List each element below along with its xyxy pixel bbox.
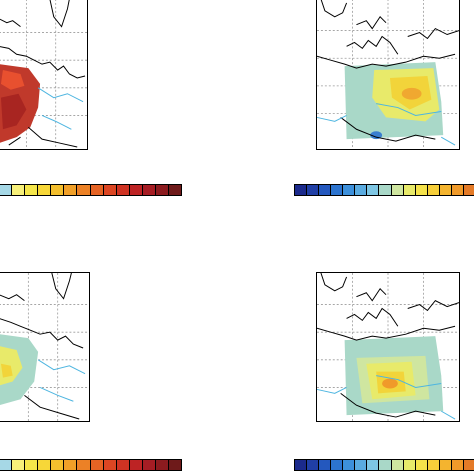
colorbar-swatch [295, 460, 308, 470]
rivers [37, 359, 86, 402]
colorbar-swatch [415, 460, 428, 470]
colorbar-swatch [451, 460, 464, 470]
colorbar-swatch [12, 460, 26, 470]
coastline [317, 273, 459, 418]
colorbar-swatch [391, 460, 404, 470]
rivers [37, 87, 84, 130]
colorbar-swatch [90, 460, 104, 470]
field-hotspot [382, 378, 398, 389]
colorbar-swatch [12, 185, 26, 195]
colorbar-swatch [116, 460, 130, 470]
map-panel-top-right [316, 0, 460, 150]
map-svg-top-left [0, 0, 87, 149]
colorbar-swatch [77, 185, 91, 195]
map-panel-top-left [0, 0, 88, 150]
coastline [317, 0, 459, 142]
colorbar-swatch [77, 460, 91, 470]
colorbar-swatch [427, 185, 440, 195]
colorbar-bottom-right [294, 459, 474, 471]
colorbar-swatch [331, 185, 344, 195]
colorbar-swatch [142, 460, 156, 470]
colorbar-swatch [38, 460, 52, 470]
colorbar-swatch [90, 185, 104, 195]
gridlines [0, 273, 89, 421]
coastline [0, 273, 84, 420]
field-coldspot [370, 131, 383, 140]
colorbar-swatch [64, 185, 78, 195]
rivers [317, 375, 456, 420]
colorbar-swatch [51, 185, 65, 195]
colorbar-swatch [379, 460, 392, 470]
colorbar-swatch [415, 185, 428, 195]
colorbar-swatch [343, 185, 356, 195]
map-svg-bottom-right [317, 273, 459, 421]
colorbar-swatch [0, 185, 13, 195]
colorbar-swatch [451, 185, 464, 195]
colorbar-swatch [169, 185, 182, 195]
colorbar-swatch [155, 185, 170, 195]
rivers [317, 103, 456, 146]
field-hotspot [401, 87, 422, 100]
colorbar-bottom-left [0, 459, 182, 471]
colorbar-swatch [25, 460, 39, 470]
colorbar-swatch [403, 185, 416, 195]
colorbar-swatch [367, 185, 380, 195]
colorbar-swatch [403, 460, 416, 470]
colorbar-swatch [355, 460, 368, 470]
colorbar-swatch [0, 460, 13, 470]
map-svg-top-right [317, 0, 459, 149]
field-region-dark [0, 93, 27, 130]
colorbar-swatch [367, 460, 380, 470]
field-region-light [0, 70, 25, 90]
colorbar-swatch [319, 185, 332, 195]
colorbar-swatch [295, 185, 308, 195]
colorbar-swatch [142, 185, 156, 195]
colorbar-swatch [116, 185, 130, 195]
colorbar-swatch [427, 460, 440, 470]
colorbar-swatch [25, 185, 39, 195]
colorbar-top-left [0, 184, 182, 196]
colorbar-swatch [103, 460, 117, 470]
map-panel-bottom-left [0, 272, 90, 422]
field-region-orange [0, 363, 13, 378]
coastline [0, 0, 86, 148]
colorbar-swatch [463, 460, 474, 470]
colorbar-swatch [391, 185, 404, 195]
map-panel-bottom-right [316, 272, 460, 422]
colorbar-swatch [155, 460, 170, 470]
colorbar-swatch [439, 460, 452, 470]
colorbar-swatch [129, 460, 143, 470]
colorbar-swatch [307, 460, 320, 470]
colorbar-swatch [379, 185, 392, 195]
colorbar-swatch [439, 185, 452, 195]
colorbar-swatch [307, 185, 320, 195]
colorbar-swatch [169, 460, 182, 470]
colorbar-swatch [103, 185, 117, 195]
colorbar-swatch [64, 460, 78, 470]
colorbar-swatch [319, 460, 332, 470]
colorbar-swatch [355, 185, 368, 195]
colorbar-swatch [331, 460, 344, 470]
colorbar-swatch [51, 460, 65, 470]
colorbar-swatch [463, 185, 474, 195]
colorbar-swatch [343, 460, 356, 470]
colorbar-swatch [129, 185, 143, 195]
map-svg-bottom-left [0, 273, 89, 421]
colorbar-top-right [294, 184, 474, 196]
colorbar-swatch [38, 185, 52, 195]
